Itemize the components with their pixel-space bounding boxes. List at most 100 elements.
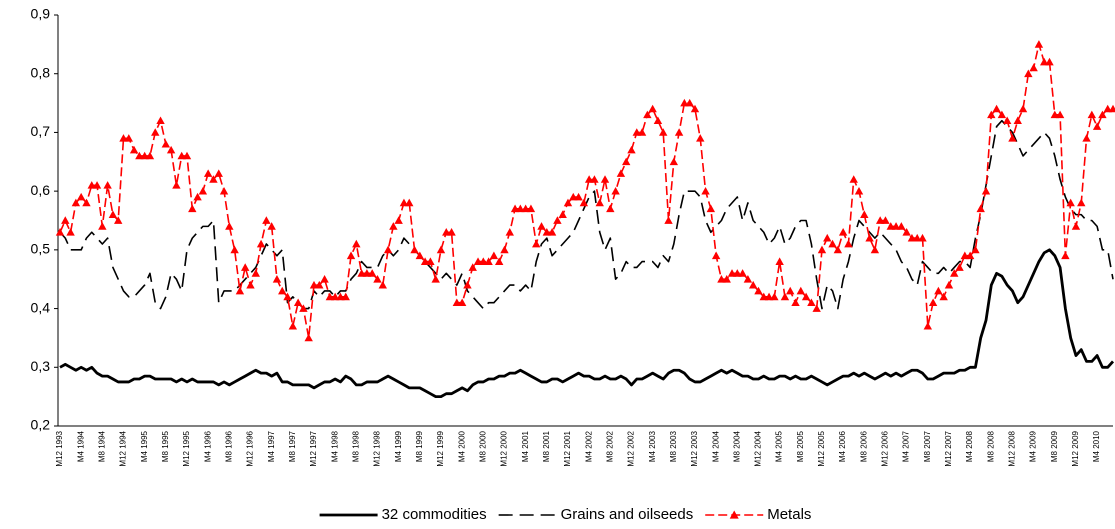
marker bbox=[426, 257, 435, 265]
marker bbox=[770, 292, 779, 301]
marker bbox=[140, 151, 149, 160]
marker bbox=[807, 298, 816, 307]
marker bbox=[854, 186, 864, 195]
marker bbox=[547, 228, 557, 236]
x-tick-label: M4 2007 bbox=[902, 430, 911, 462]
marker bbox=[420, 257, 430, 265]
marker bbox=[918, 233, 927, 242]
marker bbox=[1034, 40, 1044, 48]
x-tick-label: M12 1995 bbox=[182, 430, 191, 466]
marker bbox=[659, 128, 668, 136]
marker bbox=[1045, 57, 1054, 66]
marker bbox=[315, 280, 324, 289]
marker bbox=[209, 175, 218, 183]
marker bbox=[1071, 222, 1081, 230]
marker bbox=[76, 192, 86, 201]
marker bbox=[383, 245, 393, 254]
marker bbox=[336, 292, 345, 301]
x-tick-label: M4 2009 bbox=[1029, 430, 1038, 462]
marker bbox=[955, 263, 964, 271]
marker bbox=[330, 292, 340, 301]
y-tick-label: 0,4 bbox=[31, 299, 51, 315]
marker bbox=[553, 216, 562, 224]
marker bbox=[754, 286, 763, 295]
marker bbox=[1108, 104, 1115, 113]
marker bbox=[791, 298, 800, 307]
x-tick-label: M12 2008 bbox=[1008, 430, 1017, 466]
marker bbox=[405, 198, 414, 207]
marker bbox=[1008, 134, 1017, 142]
marker bbox=[394, 216, 403, 224]
marker bbox=[860, 210, 869, 218]
legend-marker bbox=[729, 510, 739, 519]
marker bbox=[367, 269, 377, 277]
legend-item: Metals bbox=[705, 506, 811, 523]
x-tick-label: M4 2005 bbox=[775, 430, 784, 462]
marker bbox=[431, 275, 440, 283]
marker bbox=[611, 186, 620, 195]
marker bbox=[299, 304, 308, 312]
marker bbox=[796, 286, 806, 295]
x-tick-label: M12 1997 bbox=[309, 430, 318, 466]
marker bbox=[129, 145, 139, 154]
x-tick-label: M8 2006 bbox=[859, 430, 868, 462]
marker bbox=[447, 228, 456, 236]
marker bbox=[833, 245, 843, 254]
marker bbox=[913, 233, 922, 242]
marker bbox=[182, 151, 192, 160]
marker bbox=[1092, 122, 1102, 130]
marker bbox=[584, 175, 594, 183]
marker bbox=[944, 280, 954, 289]
x-tick-label: M4 1997 bbox=[267, 430, 276, 462]
marker bbox=[558, 210, 567, 218]
marker bbox=[748, 280, 758, 289]
marker bbox=[108, 210, 118, 218]
marker bbox=[1066, 198, 1075, 207]
marker bbox=[457, 298, 467, 307]
marker bbox=[352, 239, 361, 248]
marker bbox=[357, 269, 366, 277]
marker bbox=[950, 269, 959, 277]
marker bbox=[489, 251, 499, 260]
x-tick-label: M12 2007 bbox=[944, 430, 953, 466]
marker bbox=[399, 198, 409, 207]
marker bbox=[627, 145, 636, 154]
marker bbox=[1087, 110, 1097, 119]
marker bbox=[114, 216, 123, 224]
marker bbox=[156, 116, 165, 125]
marker bbox=[1050, 110, 1059, 119]
marker bbox=[595, 198, 604, 207]
marker bbox=[500, 245, 509, 254]
marker bbox=[653, 116, 663, 125]
marker bbox=[119, 134, 128, 142]
x-tick-label: M12 2005 bbox=[817, 430, 826, 466]
marker bbox=[288, 321, 298, 330]
marker bbox=[246, 280, 255, 289]
x-tick-label: M12 2009 bbox=[1071, 430, 1080, 466]
marker bbox=[1082, 134, 1091, 142]
x-tick-label: M4 1994 bbox=[76, 430, 85, 462]
marker bbox=[934, 286, 943, 295]
marker bbox=[1103, 104, 1112, 113]
marker bbox=[997, 110, 1007, 119]
x-tick-label: M8 2001 bbox=[542, 430, 551, 462]
marker bbox=[621, 157, 631, 166]
marker bbox=[817, 245, 827, 254]
marker bbox=[161, 139, 171, 148]
x-tick-label: M8 1998 bbox=[351, 430, 360, 462]
marker bbox=[1055, 110, 1065, 119]
marker bbox=[1040, 57, 1049, 66]
marker bbox=[669, 157, 679, 166]
marker bbox=[960, 251, 970, 260]
marker bbox=[341, 292, 350, 301]
x-tick-label: M8 2009 bbox=[1050, 430, 1059, 462]
marker bbox=[801, 292, 811, 301]
x-tick-label: M12 2001 bbox=[563, 430, 572, 466]
x-tick-label: M8 2008 bbox=[986, 430, 995, 462]
marker bbox=[256, 239, 266, 248]
x-tick-label: M4 1998 bbox=[330, 430, 339, 462]
marker bbox=[632, 128, 641, 136]
series-line bbox=[59, 119, 1114, 310]
marker bbox=[690, 104, 700, 113]
